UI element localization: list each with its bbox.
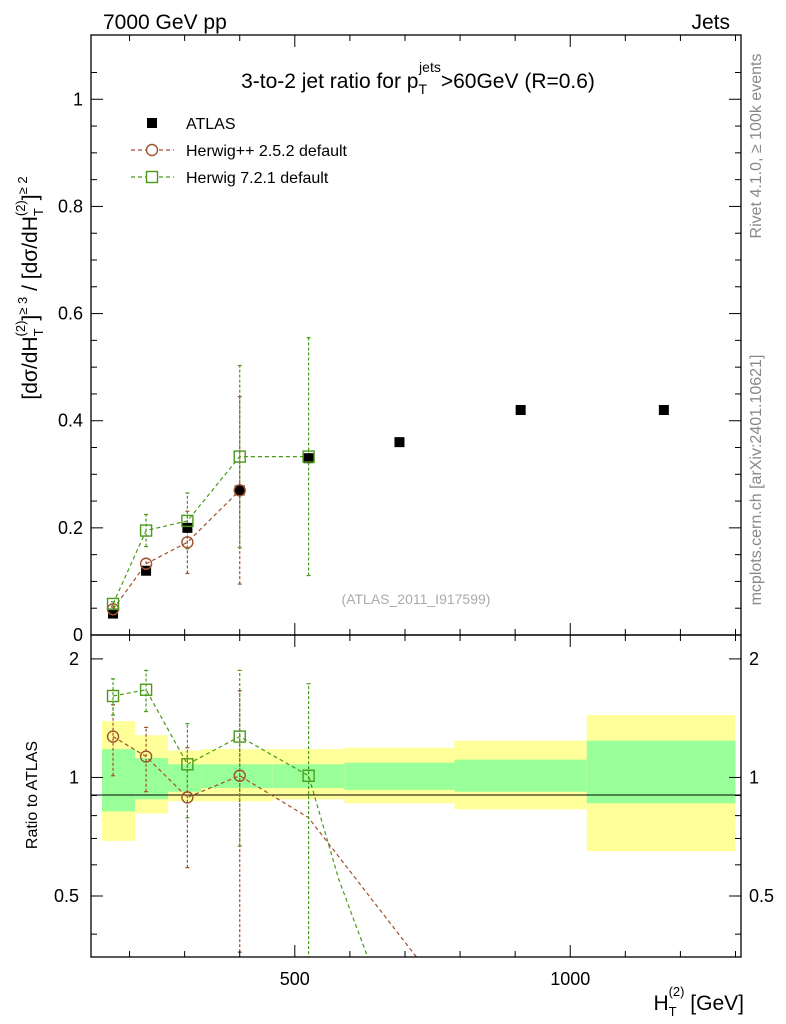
side-text-mcplots: mcplots.cern.ch [arXiv:2401.10621] bbox=[748, 355, 765, 606]
uncertainty-band-inner bbox=[586, 740, 736, 804]
y-axis-label: [dσ/dHT(2)]≥ 3 / [dσ/dHT(2)]≥ 2 bbox=[13, 176, 46, 399]
data-point-atlas bbox=[394, 437, 405, 448]
ratio-tick-label: 1 bbox=[749, 767, 759, 787]
ratio-marker-herwigpp bbox=[106, 730, 120, 743]
ratio-tick-label: 2 bbox=[69, 649, 79, 669]
marker-herwig7 bbox=[181, 514, 194, 528]
data-point-atlas bbox=[182, 522, 193, 533]
ratio-marker-herwig7 bbox=[181, 758, 194, 771]
data-point-atlas bbox=[515, 405, 526, 415]
marker-herwig7 bbox=[139, 524, 153, 537]
y-tick-label: 0.2 bbox=[58, 518, 83, 538]
data-point-atlas bbox=[234, 485, 245, 496]
ratio-tick-label: 0.5 bbox=[54, 886, 79, 906]
marker-herwig7 bbox=[302, 450, 315, 463]
uncertainty-band-inner bbox=[454, 759, 587, 792]
y-tick-label: 0.4 bbox=[58, 411, 83, 431]
ratio-marker-herwigpp bbox=[233, 769, 246, 782]
uncertainty-band-inner bbox=[168, 764, 202, 792]
header-left: 7000 GeV pp bbox=[103, 11, 227, 34]
legend-label-atlas: ATLAS bbox=[186, 116, 236, 133]
y-tick-label: 0.8 bbox=[58, 196, 83, 216]
legend-label-herwig7: Herwig 7.2.1 default bbox=[186, 170, 329, 187]
marker-herwig7 bbox=[233, 450, 246, 463]
uncertainty-band-inner bbox=[272, 764, 345, 789]
ratio-marker-herwig7 bbox=[233, 730, 246, 743]
uncertainty-band-inner bbox=[201, 764, 273, 789]
ratio-line-herwig7 bbox=[112, 689, 369, 957]
data-point-atlas bbox=[658, 405, 669, 415]
ratio-marker-herwigpp bbox=[181, 791, 194, 804]
marker-herwigpp bbox=[181, 536, 194, 549]
analysis-watermark: (ATLAS_2011_I917599) bbox=[342, 591, 491, 607]
ratio-marker-herwig7 bbox=[139, 683, 153, 696]
data-point-atlas bbox=[303, 453, 314, 464]
uncertainty-band-inner bbox=[102, 749, 136, 812]
side-text-rivet: Rivet 4.1.0, ≥ 100k events bbox=[748, 54, 765, 239]
ratio-tick-label: 2 bbox=[749, 649, 759, 669]
x-tick-label: 1000 bbox=[550, 969, 590, 989]
ratio-y-axis-label: Ratio to ATLAS bbox=[24, 741, 41, 849]
y-tick-label: 0.6 bbox=[58, 304, 83, 324]
legend-marker-herwigpp bbox=[145, 143, 159, 157]
legend-label-herwigpp: Herwig++ 2.5.2 default bbox=[186, 143, 348, 160]
ratio-marker-herwigpp bbox=[139, 750, 153, 763]
marker-herwigpp bbox=[139, 557, 153, 570]
data-point-atlas bbox=[108, 608, 119, 619]
x-axis-label: HT(2) [GeV] bbox=[653, 984, 744, 1019]
y-tick-label: 1 bbox=[73, 89, 83, 109]
marker-herwig7 bbox=[106, 597, 120, 611]
ratio-marker-herwig7 bbox=[106, 689, 120, 703]
ratio-plot-frame bbox=[90, 634, 742, 958]
uncertainty-band-inner bbox=[344, 762, 455, 790]
data-point-atlas bbox=[141, 565, 152, 576]
ratio-marker-herwig7 bbox=[302, 769, 315, 782]
series-line-herwigpp bbox=[112, 489, 241, 610]
legend: ATLAS Herwig++ 2.5.2 default Herwig 7.2.… bbox=[131, 116, 348, 187]
ratio-tick-label: 0.5 bbox=[749, 886, 774, 906]
series-line-herwig7 bbox=[112, 456, 309, 605]
x-tick-label: 500 bbox=[280, 969, 310, 989]
ratio-line-herwigpp bbox=[112, 736, 418, 957]
legend-marker-atlas bbox=[147, 118, 157, 128]
marker-herwigpp bbox=[233, 484, 246, 497]
ratio-tick-label: 1 bbox=[69, 767, 79, 787]
legend-marker-herwig7 bbox=[145, 170, 159, 184]
uncertainty-band-inner bbox=[135, 758, 169, 800]
y-tick-label: 0 bbox=[73, 625, 83, 645]
header-right: Jets bbox=[691, 11, 730, 34]
chart-title: 3-to-2 jet ratio for pTjets>60GeV (R=0.6… bbox=[241, 59, 595, 97]
